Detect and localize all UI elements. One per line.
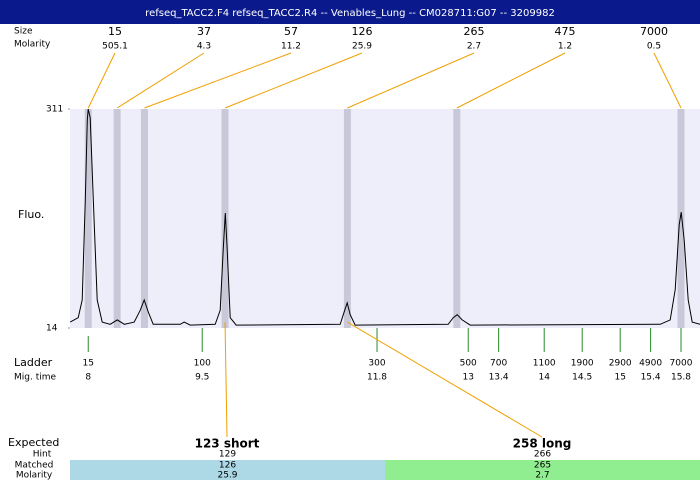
size-label: Size [14,27,33,37]
ladder-size: 300 [368,359,385,369]
ladder-size: 100 [194,359,211,369]
window-title: refseq_TACC2.F4 refseq_TACC2.R4 -- Venab… [145,8,555,19]
title-bar [0,0,700,24]
peak-band [84,109,92,328]
ladder-mig-time: 14 [538,373,550,383]
peak-size: 15 [108,25,122,38]
peak-size: 7000 [640,25,668,38]
expected-hint: 129 [219,450,236,460]
ladder-mig-time: 9.5 [195,373,209,383]
ladder-size: 4900 [639,359,662,369]
expected-hint: 266 [534,450,551,460]
hint-label: Hint [33,450,52,460]
peak-size: 265 [464,25,485,38]
ladder-mig-time: 11.8 [367,373,387,383]
y-tick-label: 311 [46,105,63,115]
ladder-mig-time: 8 [85,373,91,383]
ladder-size: 500 [460,359,477,369]
expected-label: 258 long [513,437,572,451]
fluo-label: Fluo. [18,208,44,221]
peak-connector [456,52,566,109]
molarity-label: Molarity [14,40,51,50]
expected-cell [385,460,700,480]
peak-connector [116,52,205,109]
peak-connector [653,52,682,109]
peak-band [453,109,461,328]
mig-time-label: Mig. time [14,373,56,383]
ladder-size: 7000 [670,359,693,369]
peak-connector [87,52,116,109]
peak-molarity: 11.2 [281,42,301,52]
ladder-size: 1100 [533,359,556,369]
peak-band [677,109,685,328]
expected-matched: 126 [219,461,236,471]
peak-molarity: 0.5 [647,42,661,52]
peak-molarity: 2.7 [467,42,481,52]
expected-label: Expected [8,436,59,449]
expected-matched: 265 [534,461,551,471]
ladder-size: 2900 [609,359,632,369]
peak-molarity: 4.3 [197,42,211,52]
expected-connector [347,321,543,438]
peak-band [343,109,351,328]
peak-molarity: 505.1 [102,42,128,52]
plot-area [70,109,700,328]
peak-connector [347,52,475,109]
expected-molarity: 2.7 [535,471,549,480]
peak-connector [144,52,292,109]
peak-connector [224,52,363,109]
peak-size: 57 [284,25,298,38]
peak-size: 126 [352,25,373,38]
expected-cell [70,460,385,480]
molarity-bottom-label: Molarity [16,471,53,480]
fluorescence-trace [69,108,700,326]
ladder-mig-time: 15 [614,373,625,383]
peak-band [140,109,148,328]
ladder-label: Ladder [14,356,53,369]
ladder-size: 15 [83,359,94,369]
ladder-mig-time: 13.4 [489,373,509,383]
ladder-size: 1900 [571,359,594,369]
y-tick-label: 14 [46,324,58,334]
ladder-mig-time: 14.5 [572,373,592,383]
ladder-size: 700 [490,359,507,369]
matched-label: Matched [15,461,54,471]
ladder-mig-time: 13 [462,373,473,383]
peak-size: 475 [555,25,576,38]
ladder-mig-time: 15.8 [671,373,691,383]
expected-connector [224,322,228,438]
ladder-mig-time: 15.4 [641,373,661,383]
expected-molarity: 25.9 [217,471,237,480]
peak-band [113,109,121,328]
expected-label: 123 short [195,437,260,451]
peak-molarity: 1.2 [558,42,572,52]
peak-size: 37 [197,25,211,38]
peak-molarity: 25.9 [352,42,372,52]
